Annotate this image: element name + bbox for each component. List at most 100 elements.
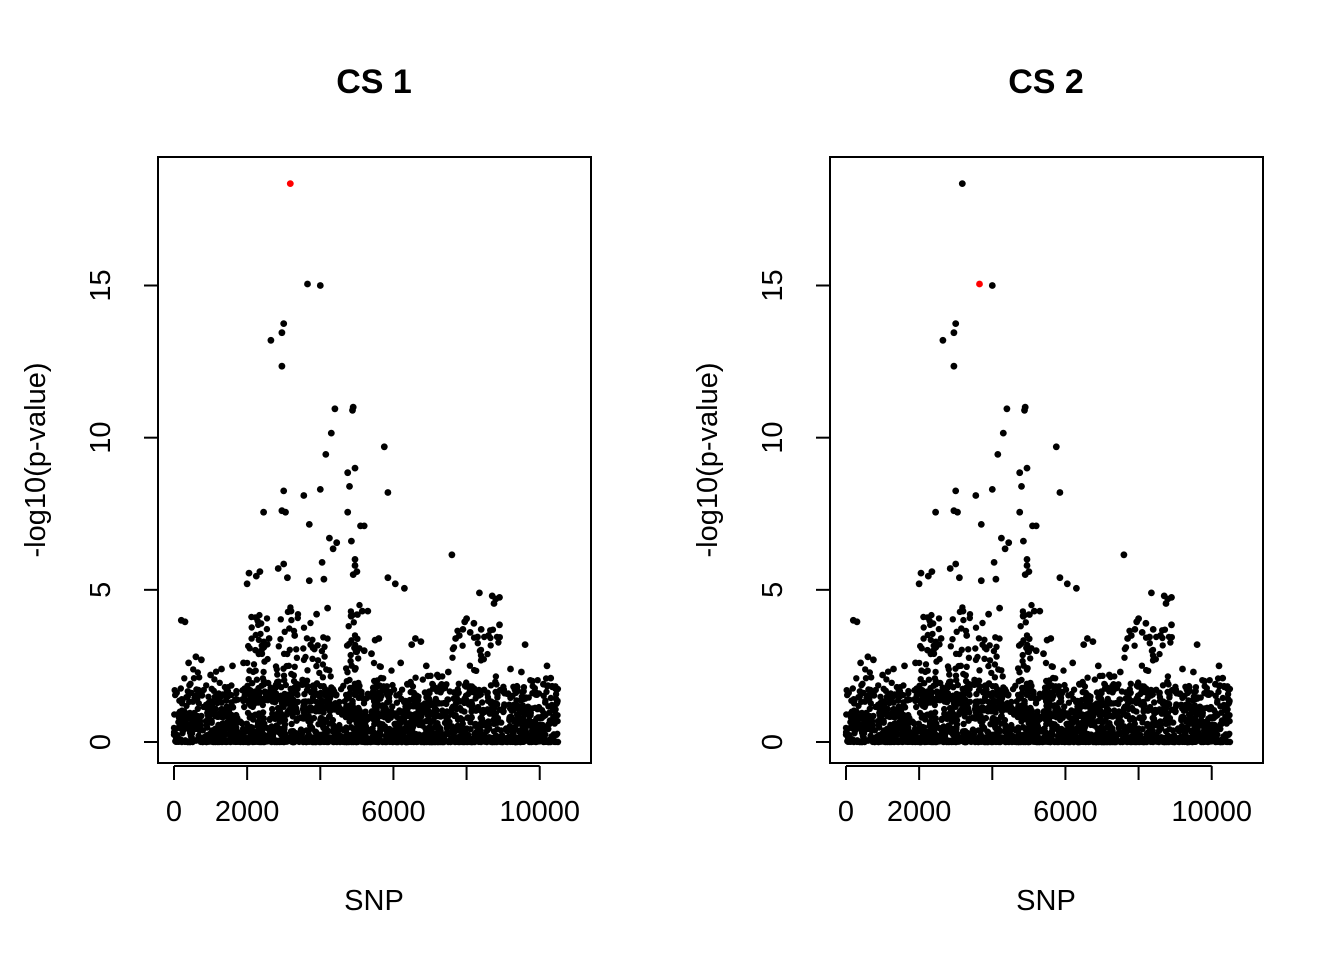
highlighted-data-point bbox=[976, 280, 983, 288]
data-point bbox=[1097, 695, 1105, 702]
data-point bbox=[1156, 650, 1163, 658]
data-point bbox=[1138, 662, 1146, 669]
data-point bbox=[1177, 690, 1184, 697]
data-point bbox=[1094, 704, 1102, 712]
data-point bbox=[1077, 712, 1084, 719]
data-point bbox=[998, 667, 1005, 674]
data-point bbox=[952, 665, 959, 672]
data-point bbox=[952, 320, 960, 327]
data-point bbox=[1226, 697, 1233, 705]
data-point bbox=[996, 604, 1003, 612]
data-point bbox=[1203, 726, 1210, 733]
data-point bbox=[253, 676, 261, 683]
data-point bbox=[324, 604, 331, 612]
data-point bbox=[1149, 652, 1157, 659]
data-point bbox=[1040, 738, 1047, 746]
data-point bbox=[411, 712, 418, 719]
data-point bbox=[462, 692, 470, 699]
data-point bbox=[1111, 707, 1118, 714]
data-point bbox=[981, 644, 989, 652]
data-point bbox=[351, 562, 359, 569]
data-point bbox=[343, 642, 351, 649]
data-point bbox=[190, 675, 198, 682]
data-point bbox=[477, 652, 485, 659]
data-point bbox=[281, 676, 288, 684]
data-point bbox=[920, 635, 927, 642]
data-point bbox=[298, 734, 305, 741]
data-point bbox=[1023, 464, 1031, 472]
data-point bbox=[414, 699, 421, 706]
data-point bbox=[461, 699, 468, 707]
data-point bbox=[383, 738, 390, 745]
data-point bbox=[494, 719, 501, 726]
data-point bbox=[993, 705, 1000, 712]
data-point bbox=[965, 717, 972, 724]
data-point bbox=[1016, 694, 1024, 701]
data-point bbox=[290, 672, 297, 679]
data-point bbox=[998, 708, 1006, 715]
data-point bbox=[455, 632, 463, 639]
data-point bbox=[1023, 716, 1030, 723]
data-point bbox=[408, 641, 416, 648]
data-point bbox=[479, 699, 486, 706]
data-point bbox=[348, 537, 355, 545]
data-point bbox=[194, 669, 201, 676]
data-point bbox=[327, 692, 335, 699]
data-point bbox=[984, 728, 992, 736]
data-point bbox=[953, 676, 960, 684]
data-point bbox=[1189, 697, 1196, 704]
data-point bbox=[1052, 443, 1060, 451]
data-point bbox=[232, 737, 239, 744]
data-point bbox=[450, 689, 458, 696]
data-point bbox=[348, 637, 355, 644]
data-point bbox=[275, 643, 282, 650]
data-point bbox=[468, 702, 476, 709]
data-point bbox=[459, 720, 466, 727]
data-point bbox=[401, 584, 408, 592]
data-point bbox=[1168, 594, 1175, 601]
data-point bbox=[323, 732, 330, 740]
data-point bbox=[1219, 694, 1227, 702]
data-point bbox=[280, 320, 288, 327]
data-point bbox=[194, 705, 201, 712]
data-point bbox=[474, 633, 481, 641]
data-point bbox=[1126, 722, 1134, 729]
x-axis: 0 2000 6000 10000 bbox=[838, 765, 1252, 828]
data-point bbox=[309, 636, 316, 643]
data-point bbox=[373, 700, 381, 708]
y-tick-label: 15 bbox=[757, 269, 789, 301]
data-point bbox=[992, 683, 999, 690]
data-point bbox=[950, 329, 958, 337]
data-point bbox=[343, 678, 350, 685]
data-point bbox=[1166, 719, 1173, 726]
data-point bbox=[521, 641, 529, 648]
data-point bbox=[1201, 677, 1208, 685]
data-point bbox=[206, 730, 214, 737]
chart-title: CS 1 bbox=[336, 63, 412, 101]
data-point bbox=[258, 642, 265, 649]
data-point bbox=[172, 738, 179, 745]
data-point bbox=[381, 684, 389, 691]
data-point bbox=[217, 730, 225, 737]
data-point bbox=[1125, 727, 1132, 734]
data-point bbox=[960, 720, 967, 728]
data-point bbox=[946, 738, 953, 746]
data-point bbox=[428, 738, 435, 746]
data-point bbox=[275, 728, 282, 736]
data-point bbox=[487, 642, 494, 649]
data-point bbox=[547, 694, 555, 702]
data-point bbox=[375, 738, 383, 746]
data-point bbox=[935, 625, 943, 633]
data-point bbox=[284, 708, 292, 715]
data-point bbox=[853, 618, 861, 626]
data-point bbox=[525, 707, 532, 715]
data-point bbox=[963, 632, 971, 639]
data-point bbox=[985, 680, 993, 687]
data-point bbox=[398, 686, 406, 693]
data-point bbox=[460, 729, 468, 736]
data-point bbox=[462, 681, 469, 689]
data-point bbox=[554, 730, 561, 737]
data-point bbox=[450, 736, 458, 744]
